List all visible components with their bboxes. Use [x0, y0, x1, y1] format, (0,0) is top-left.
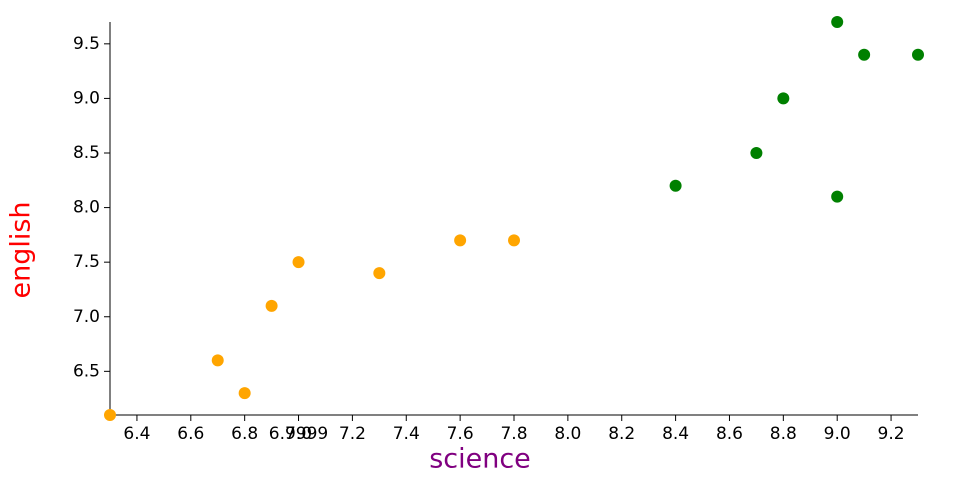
point	[831, 190, 844, 203]
point	[508, 234, 520, 247]
x-tick-label: 6.6	[177, 424, 204, 444]
x-tick-label: 8.8	[770, 424, 797, 444]
point	[669, 179, 682, 192]
y-tick-label: 9.5	[73, 34, 100, 54]
point	[211, 354, 224, 367]
y-axis-label: english	[6, 201, 37, 298]
point	[777, 92, 790, 105]
x-tick-label: 7.8	[500, 424, 527, 444]
x-tick-label: 9.2	[878, 424, 905, 444]
y-tick-label: 8.5	[73, 143, 100, 163]
point	[454, 234, 467, 247]
point	[265, 299, 278, 312]
point	[831, 16, 844, 28]
x-axis-label: science	[429, 444, 531, 475]
y-tick-label: 8.0	[73, 198, 100, 218]
x-tick-label: 7.4	[393, 424, 420, 444]
x-tick-label: 6.8	[231, 424, 258, 444]
x-tick-label: 9.0	[824, 424, 851, 444]
point	[373, 267, 386, 280]
y-tick-label: 6.5	[73, 361, 100, 381]
x-tick-label: 7.0	[285, 424, 312, 444]
x-tick-label: 7.2	[339, 424, 366, 444]
x-tick-label: 6.4	[123, 424, 150, 444]
point	[912, 48, 924, 61]
x-tick-label: 8.6	[716, 424, 743, 444]
x-tick-label: 6.9999	[269, 424, 328, 444]
y-tick-label: 7.0	[73, 307, 100, 327]
x-tick-label: 7.6	[447, 424, 474, 444]
x-tick-label: 8.2	[608, 424, 635, 444]
x-tick-label: 8.0	[554, 424, 581, 444]
point	[104, 409, 116, 421]
y-tick-label: 9.0	[73, 88, 100, 108]
point	[238, 387, 251, 400]
point	[858, 48, 871, 61]
point	[750, 147, 763, 159]
x-tick-label: 8.4	[662, 424, 689, 444]
y-tick-label: 7.5	[73, 252, 100, 272]
point	[292, 256, 305, 269]
